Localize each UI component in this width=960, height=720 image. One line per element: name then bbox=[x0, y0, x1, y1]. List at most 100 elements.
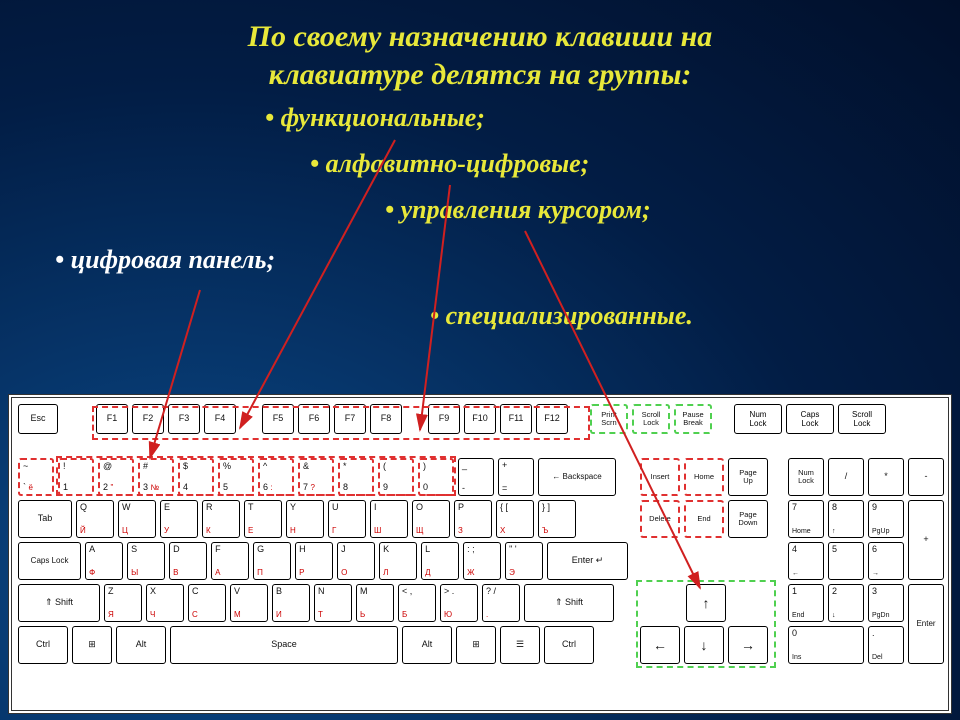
key-np-dot: . Del bbox=[868, 626, 904, 664]
key-num-1: !1 bbox=[58, 458, 94, 496]
key-np-4: 4← bbox=[788, 542, 824, 580]
key-capslock: Caps Lock bbox=[18, 542, 81, 580]
key-s: SЫ bbox=[127, 542, 165, 580]
key-alt-left: Alt bbox=[116, 626, 166, 664]
key-win-right: ⊞ bbox=[456, 626, 496, 664]
key-pageup: Page Up bbox=[728, 458, 768, 496]
key-n: NТ bbox=[314, 584, 352, 622]
title-line-2: клавиатуре делятся на группы: bbox=[269, 58, 692, 91]
bullet-special: специализированные. bbox=[430, 301, 693, 331]
key-m: MЬ bbox=[356, 584, 394, 622]
key-;: : ;Ж bbox=[463, 542, 501, 580]
key-ctrl-left: Ctrl bbox=[18, 626, 68, 664]
key-num-7: &7 ? bbox=[298, 458, 334, 496]
key-printscrn: Print Scrn bbox=[590, 404, 628, 434]
key-f11: F11 bbox=[500, 404, 532, 434]
key-tab: Tab bbox=[18, 500, 72, 538]
key-np-7: 7Home bbox=[788, 500, 824, 538]
key-]: } ]Ъ bbox=[538, 500, 576, 538]
key-num-6: ^6 : bbox=[258, 458, 294, 496]
key-num-3: #3 № bbox=[138, 458, 174, 496]
key-numlock: Num Lock bbox=[788, 458, 824, 496]
bullet-numpad: цифровая панель; bbox=[55, 245, 275, 275]
key-tilde: ~ ` ё bbox=[18, 458, 54, 496]
key-arrow-right: → bbox=[728, 626, 768, 664]
key-np-2: 2↓ bbox=[828, 584, 864, 622]
key-np-minus: - bbox=[908, 458, 944, 496]
key-num--: _- bbox=[458, 458, 494, 496]
indicator-scrolllock: Scroll Lock bbox=[838, 404, 886, 434]
key-f: FА bbox=[211, 542, 249, 580]
key-v: VМ bbox=[230, 584, 268, 622]
key-g: GП bbox=[253, 542, 291, 580]
key-arrow-down: ↓ bbox=[684, 626, 724, 664]
key-num-5: %5 bbox=[218, 458, 254, 496]
key-arrow-up: ↑ bbox=[686, 584, 726, 622]
key-f10: F10 bbox=[464, 404, 496, 434]
key-c: CС bbox=[188, 584, 226, 622]
key-w: WЦ bbox=[118, 500, 156, 538]
key-shift-left: ⇑ Shift bbox=[18, 584, 100, 622]
bullet-cursor: управления курсором; bbox=[385, 195, 651, 225]
key-np-3: 3PgDn bbox=[868, 584, 904, 622]
key-backspace: ← Backspace bbox=[538, 458, 616, 496]
bullet-alphanumeric: алфавитно-цифровые; bbox=[310, 149, 589, 179]
key-pausebreak: Pause Break bbox=[674, 404, 712, 434]
key-np-0: 0 Ins bbox=[788, 626, 864, 664]
key-shift-right: ⇑ Shift bbox=[524, 584, 614, 622]
key-z: ZЯ bbox=[104, 584, 142, 622]
key-f1: F1 bbox=[96, 404, 128, 434]
key-f2: F2 bbox=[132, 404, 164, 434]
key-np-1: 1End bbox=[788, 584, 824, 622]
key-q: QЙ bbox=[76, 500, 114, 538]
key-num-9: (9 bbox=[378, 458, 414, 496]
key-': " 'Э bbox=[505, 542, 543, 580]
key-np-slash: / bbox=[828, 458, 864, 496]
key-f5: F5 bbox=[262, 404, 294, 434]
key-i: IШ bbox=[370, 500, 408, 538]
key-j: JО bbox=[337, 542, 375, 580]
key-r: RК bbox=[202, 500, 240, 538]
key-.: > .Ю bbox=[440, 584, 478, 622]
key-num-2: @2 " bbox=[98, 458, 134, 496]
key-num-8: *8 bbox=[338, 458, 374, 496]
key-f7: F7 bbox=[334, 404, 366, 434]
indicator-numlock: Num Lock bbox=[734, 404, 782, 434]
key-b: BИ bbox=[272, 584, 310, 622]
key-num-0: )0 bbox=[418, 458, 454, 496]
key-f9: F9 bbox=[428, 404, 460, 434]
key-enter: Enter ↵ bbox=[547, 542, 628, 580]
key-u: UГ bbox=[328, 500, 366, 538]
key-num-=: += bbox=[498, 458, 534, 496]
esc-label: Esc bbox=[30, 414, 45, 423]
key-np-enter: Enter bbox=[908, 584, 944, 664]
key-end: End bbox=[684, 500, 724, 538]
key-[: { [Х bbox=[496, 500, 534, 538]
key-y: YН bbox=[286, 500, 324, 538]
key-delete: Delete bbox=[640, 500, 680, 538]
key-/: ? /. bbox=[482, 584, 520, 622]
key-,: < ,Б bbox=[398, 584, 436, 622]
key-num-4: $4 bbox=[178, 458, 214, 496]
key-f12: F12 bbox=[536, 404, 568, 434]
key-win-left: ⊞ bbox=[72, 626, 112, 664]
key-space: Space bbox=[170, 626, 398, 664]
key-esc: Esc bbox=[18, 404, 58, 434]
key-np-9: 9PgUp bbox=[868, 500, 904, 538]
key-home: Home bbox=[684, 458, 724, 496]
key-np-5: 5 bbox=[828, 542, 864, 580]
key-f4: F4 bbox=[204, 404, 236, 434]
key-l: LД bbox=[421, 542, 459, 580]
key-o: OЩ bbox=[412, 500, 450, 538]
key-np-star: * bbox=[868, 458, 904, 496]
key-f8: F8 bbox=[370, 404, 402, 434]
key-f6: F6 bbox=[298, 404, 330, 434]
key-e: EУ bbox=[160, 500, 198, 538]
key-scrolllock: Scroll Lock bbox=[632, 404, 670, 434]
title-line-1: По своему назначению клавиши на bbox=[248, 20, 713, 53]
bullet-list: функциональные; алфавитно-цифровые; упра… bbox=[0, 103, 960, 353]
key-insert: Insert bbox=[640, 458, 680, 496]
indicator-capslock: Caps Lock bbox=[786, 404, 834, 434]
key-np-plus: + bbox=[908, 500, 944, 580]
key-alt-right: Alt bbox=[402, 626, 452, 664]
